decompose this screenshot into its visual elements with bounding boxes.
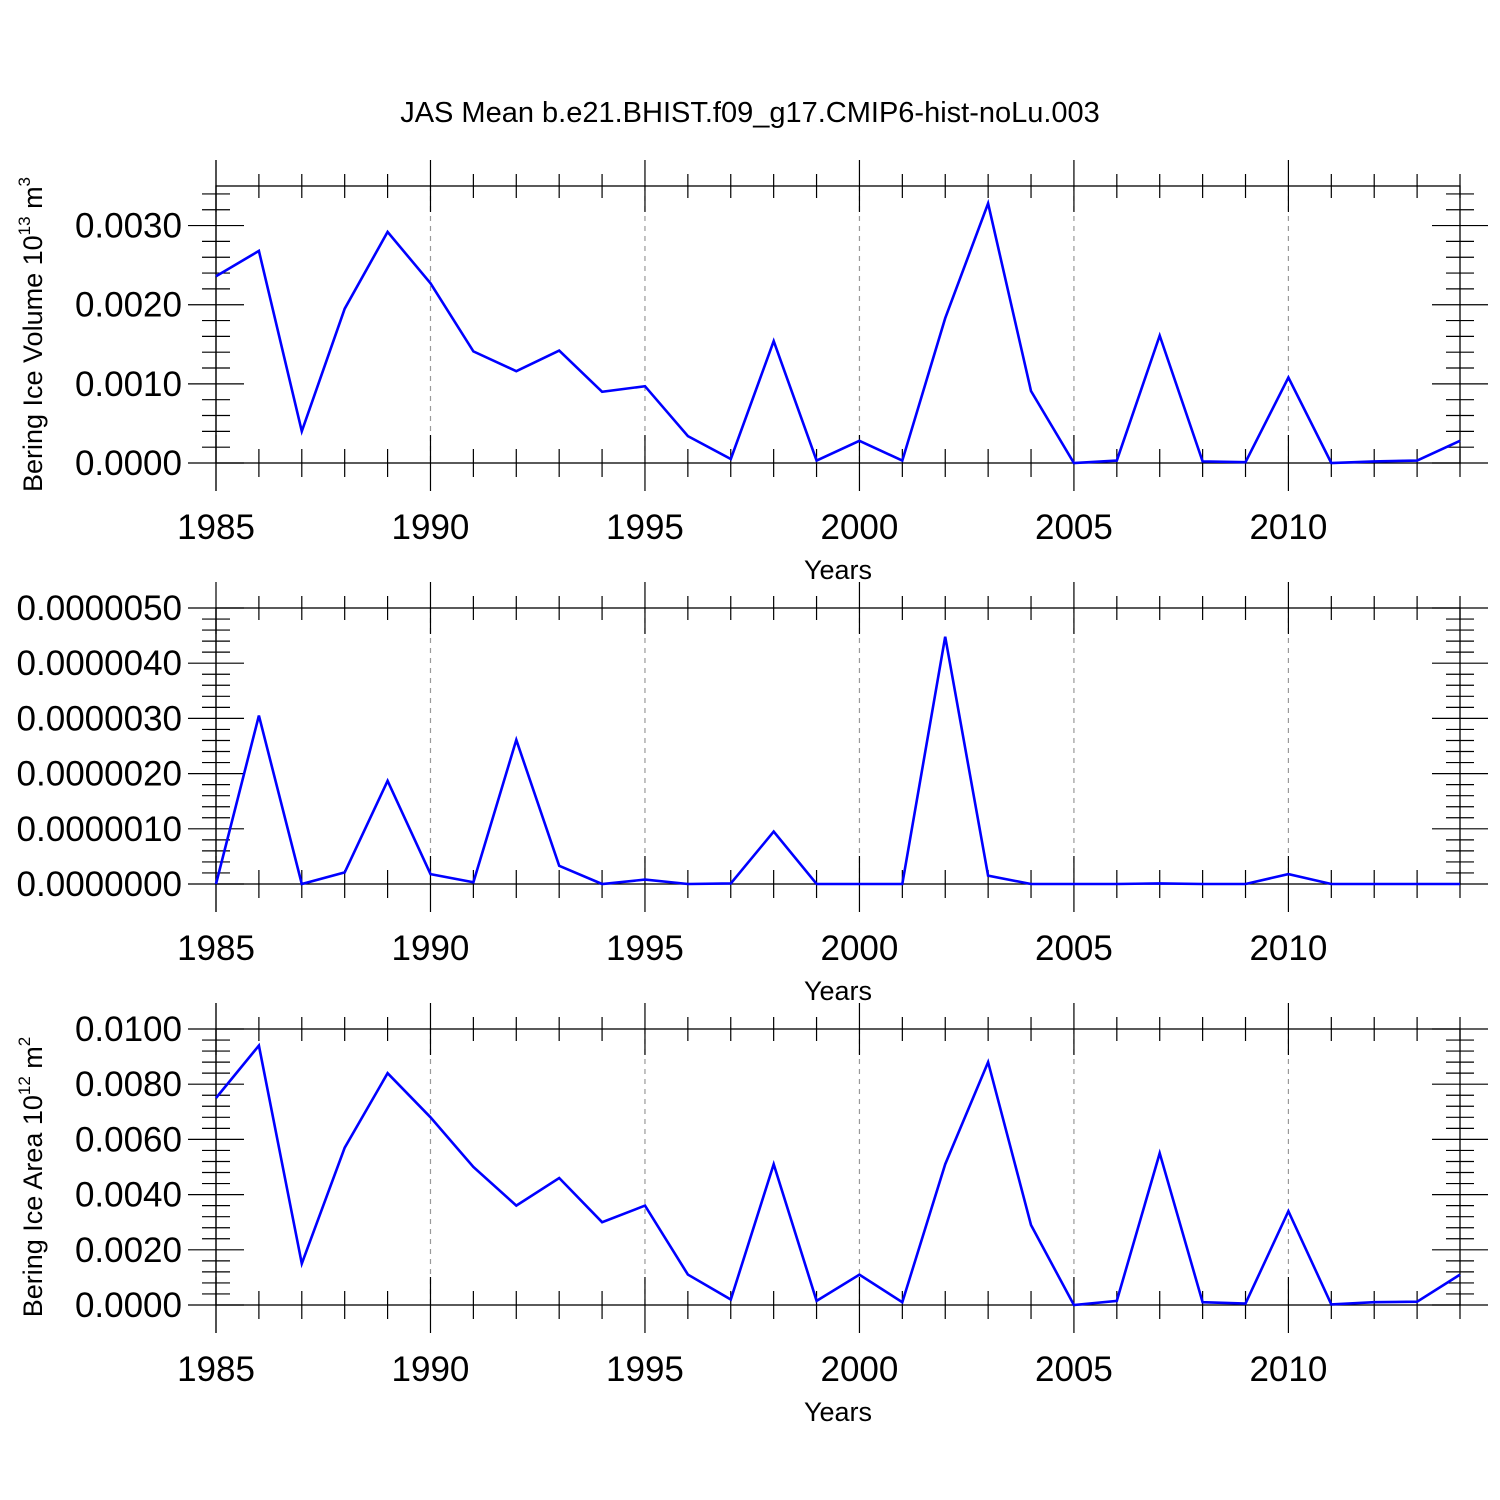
y-tick-label: 0.0000030	[17, 699, 182, 738]
x-tick-label: 1995	[606, 508, 684, 547]
y-axis-title: Bering Ice Area 1012 m2	[15, 1037, 48, 1318]
x-tick-label: 2000	[821, 929, 899, 968]
x-tick-label: 2005	[1035, 929, 1113, 968]
y-tick-label: 0.0000010	[17, 810, 182, 849]
y-tick-label: 0.0100	[75, 1010, 182, 1049]
x-tick-label: 2000	[821, 1350, 899, 1389]
plot-frame	[215, 185, 1461, 464]
series-line	[214, 1042, 1461, 1307]
panels: 1985 1990 1995 2000 2005 2010 Years 0.0000 0.001…	[15, 160, 1488, 1427]
y-axis-title-text: Bering Ice Area 10	[18, 1095, 48, 1317]
x-tick-label: 2010	[1249, 1350, 1327, 1389]
y-tick-label: 0.0000050	[17, 589, 182, 628]
y-tick-label: 0.0000	[75, 1286, 182, 1325]
y-tick-label: 0.0020	[75, 286, 182, 325]
y-tick-label: 0.0000040	[17, 644, 182, 683]
plot-frame	[215, 607, 1461, 885]
series-line	[214, 636, 1460, 886]
panel-3: 1985 1990 1995 2000 2005 2010 Years 0.0000 0.002…	[15, 1003, 1488, 1427]
x-tick-label: 1985	[177, 929, 255, 968]
y-tick-label: 0.0010	[75, 365, 182, 404]
y-tick-label: 0.0080	[75, 1065, 182, 1104]
x-tick-label: 1985	[177, 1350, 255, 1389]
y-tick-label: 0.0030	[75, 207, 182, 246]
y-tick-label: 0.0000020	[17, 755, 182, 794]
x-tick-label: 2010	[1249, 929, 1327, 968]
x-tick-label: 1985	[177, 508, 255, 547]
y-axis-title-text: Bering Ice Volume 10	[18, 235, 48, 492]
panel-1: 1985 1990 1995 2000 2005 2010 Years 0.0000 0.001…	[15, 160, 1488, 585]
x-axis-title: Years	[804, 976, 872, 1006]
y-axis-title-superscript: 3	[15, 177, 34, 186]
y-axis-title-text: m	[18, 1046, 48, 1076]
x-tick-label: 1995	[606, 1350, 684, 1389]
x-axis-title: Years	[804, 1397, 872, 1427]
x-tick-label: 1995	[606, 929, 684, 968]
x-tick-label: 1990	[392, 1350, 470, 1389]
y-axis-title: Bering Ice Volume 1013 m3	[15, 177, 48, 492]
x-axis-title: Years	[804, 555, 872, 585]
y-axis-title-superscript: 12	[15, 1076, 34, 1095]
y-axis-title-superscript: 13	[15, 216, 34, 235]
plot-frame	[215, 1028, 1461, 1306]
y-axis-title-superscript: 2	[15, 1037, 34, 1046]
x-tick-label: 2005	[1035, 508, 1113, 547]
y-tick-label: 0.0060	[75, 1120, 182, 1159]
x-tick-label: 1990	[392, 508, 470, 547]
panel-2: 1985 1990 1995 2000 2005 2010 Years 0.0000000 0.…	[17, 582, 1488, 1006]
chart-title: JAS Mean b.e21.BHIST.f09_g17.CMIP6-hist-…	[400, 97, 1100, 129]
series-line	[215, 198, 1461, 465]
y-tick-label: 0.0040	[75, 1176, 182, 1215]
y-axis-title-text: m	[18, 186, 48, 216]
y-tick-label: 0.0000000	[17, 865, 182, 904]
x-tick-label: 2005	[1035, 1350, 1113, 1389]
x-tick-label: 2010	[1249, 508, 1327, 547]
y-tick-label: 0.0020	[75, 1231, 182, 1270]
x-tick-label: 2000	[821, 508, 899, 547]
y-tick-label: 0.0000	[75, 444, 182, 483]
x-tick-label: 1990	[392, 929, 470, 968]
